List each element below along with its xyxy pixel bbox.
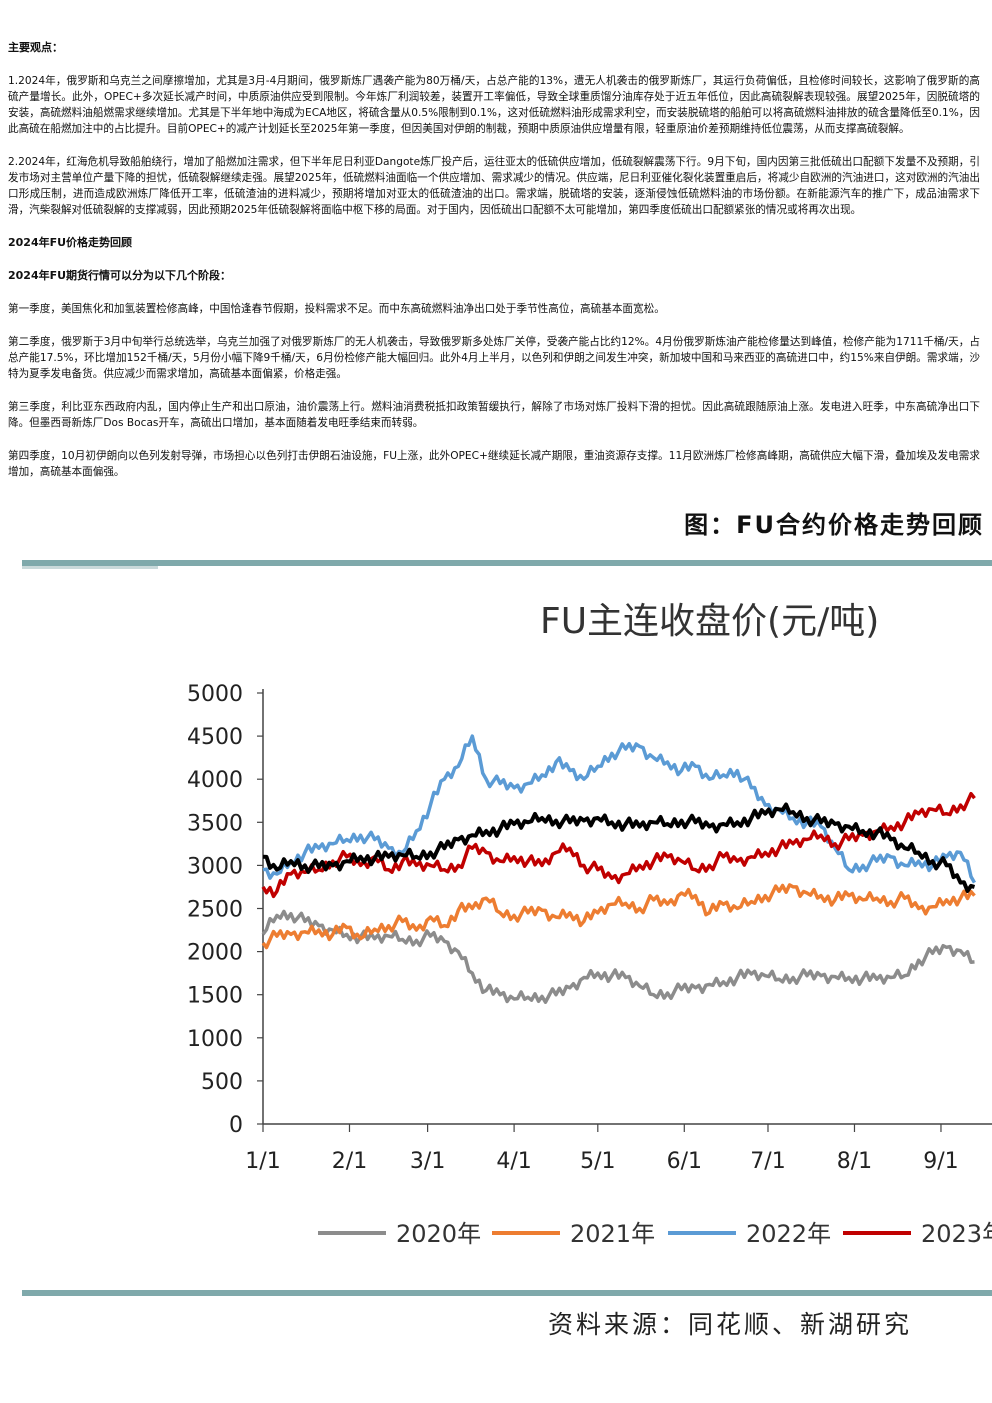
y-tick-label: 2000 <box>187 941 243 966</box>
price-line-chart: FU主连收盘价(元/吨) 500045004000350030002500200… <box>187 601 992 1248</box>
x-tick-label: 5/1 <box>580 1149 615 1174</box>
series-line-1 <box>261 883 976 950</box>
y-tick-label: 4000 <box>187 768 243 793</box>
series-line-2 <box>262 734 977 884</box>
figure-title: 图：FU合约价格走势回顾 <box>684 511 984 539</box>
y-tick-label: 4500 <box>187 725 243 750</box>
y-tick-label: 3500 <box>187 811 243 836</box>
y-tick-label: 500 <box>201 1070 243 1095</box>
chart-title: FU主连收盘价(元/吨) <box>540 601 879 642</box>
review-heading: 2024年FU价格走势回顾 <box>8 236 133 249</box>
series-line-3 <box>261 791 976 899</box>
y-tick-label: 1500 <box>187 984 243 1009</box>
paragraph-q3: 第三季度，利比亚东西政府内乱，国内停止生产和出口原油，油价震荡上行。燃料油消费税… <box>8 401 980 429</box>
figure-top-rule-accent <box>22 566 158 569</box>
x-tick-label: 2/1 <box>332 1149 367 1174</box>
paragraph-q1: 第一季度，美国焦化和加氢装置检修高峰，中国恰逢春节假期，投料需求不足。而中东高硫… <box>8 303 665 315</box>
stages-heading: 2024年FU期货行情可以分为以下几个阶段： <box>8 269 232 282</box>
x-tick-label: 8/1 <box>837 1149 872 1174</box>
paragraph-q2: 第二季度，俄罗斯于3月中旬举行总统选举，乌克兰加强了对俄罗斯炼厂的无人机袭击，导… <box>8 336 980 380</box>
series-line-4 <box>262 802 976 893</box>
source-note: 资料来源：同花顺、新湖研究 <box>548 1310 913 1339</box>
figure-top-rule <box>22 560 992 566</box>
figure-bottom-rule <box>22 1290 992 1296</box>
y-tick-label: 0 <box>229 1113 243 1138</box>
x-axis: 1/1 2/1 3/1 4/1 5/1 6/1 7/1 8/1 9/1 <box>245 1123 992 1174</box>
legend-label: 2021年 <box>570 1220 655 1248</box>
paragraph-high-sulfur: 1.2024年，俄罗斯和乌克兰之间摩擦增加，尤其是3月-4月期间，俄罗斯炼厂遇袭… <box>8 75 980 135</box>
x-tick-label: 1/1 <box>245 1149 280 1174</box>
y-tick-label: 3000 <box>187 854 243 879</box>
y-tick-label: 5000 <box>187 682 243 707</box>
y-tick-label: 1000 <box>187 1027 243 1052</box>
series-layer <box>261 734 977 1004</box>
paragraph-q4: 第四季度，10月初伊朗向以色列发射导弹，市场担心以色列打击伊朗石油设施，FU上涨… <box>8 450 980 478</box>
report-body: 主要观点： 1.2024年，俄罗斯和乌克兰之间摩擦增加，尤其是3月-4月期间，俄… <box>8 40 980 497</box>
x-tick-label: 4/1 <box>496 1149 531 1174</box>
x-tick-label: 6/1 <box>667 1149 702 1174</box>
legend-label: 2022年 <box>746 1220 831 1248</box>
series-line-0 <box>261 909 975 1004</box>
x-tick-label: 3/1 <box>410 1149 445 1174</box>
legend-label: 2020年 <box>396 1220 481 1248</box>
main-points-heading: 主要观点： <box>8 41 63 54</box>
x-tick-label: 9/1 <box>923 1149 958 1174</box>
legend-label: 2023年 <box>921 1220 992 1248</box>
paragraph-low-sulfur: 2.2024年，红海危机导致船舶绕行，增加了船燃加注需求，但下半年尼日利亚Dan… <box>8 156 980 216</box>
chart-legend: 2020年 2021年 2022年 2023年 <box>318 1220 992 1248</box>
x-tick-label: 7/1 <box>750 1149 785 1174</box>
y-tick-label: 2500 <box>187 898 243 923</box>
